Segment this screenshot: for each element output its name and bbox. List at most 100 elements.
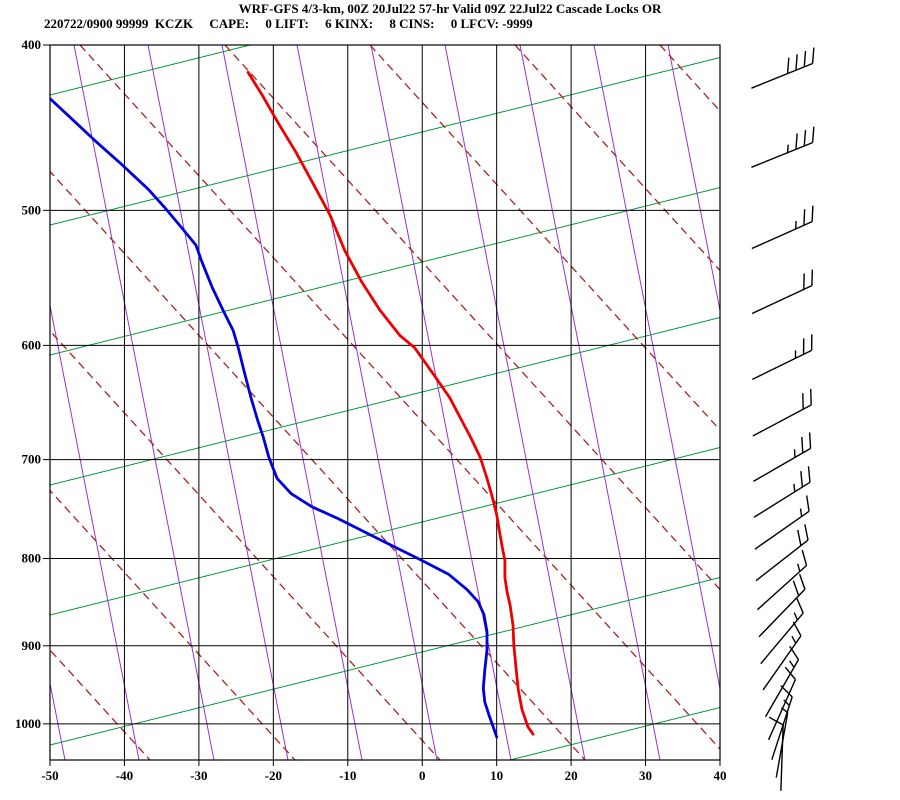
wind-barb-half-tick xyxy=(797,563,801,572)
wind-barb-full-tick xyxy=(795,54,798,71)
pressure-tick-label: 1000 xyxy=(15,716,41,731)
wind-barb-full-tick xyxy=(786,57,790,74)
wind-barb-full-tick xyxy=(792,621,802,637)
pressure-tick-label: 500 xyxy=(22,202,42,217)
purple-reference-line xyxy=(221,45,363,760)
wind-barb-full-tick xyxy=(803,129,807,147)
red-dashed-reference-line xyxy=(369,45,720,431)
wind-barb-full-tick xyxy=(798,573,806,590)
pressure-tick-label: 600 xyxy=(22,337,42,352)
wind-barb-staff xyxy=(755,539,809,582)
temperature-tick-label: 10 xyxy=(490,768,503,783)
wind-barb-full-tick xyxy=(803,209,806,226)
green-reference-line xyxy=(50,447,720,616)
wind-barb xyxy=(752,388,812,437)
red-dashed-reference-line xyxy=(659,45,720,112)
pressure-tick-label: 400 xyxy=(22,37,42,52)
wind-barb-staff xyxy=(760,612,804,665)
temperature-tick-label: -30 xyxy=(190,768,207,783)
purple-reference-line xyxy=(50,302,140,760)
green-reference-line xyxy=(50,577,720,746)
stability-params-line: 220722/0900 99999 KCZK CAPE: 0 LIFT: 6 K… xyxy=(44,16,533,31)
wind-barb xyxy=(764,645,800,718)
wind-barb xyxy=(753,466,811,518)
purple-reference-line xyxy=(296,45,438,760)
wind-barb xyxy=(755,524,809,582)
wind-barb-staff xyxy=(754,510,810,550)
sounding-traces xyxy=(50,70,535,739)
wind-barb-half-tick xyxy=(783,699,790,706)
wind-barb-full-tick xyxy=(800,471,804,488)
wind-barb-full-tick xyxy=(784,666,796,680)
purple-reference-line xyxy=(667,45,720,314)
purple-reference-line xyxy=(147,45,289,760)
wind-barb-full-tick xyxy=(780,685,793,698)
wind-barb-staff xyxy=(753,447,811,482)
red-dashed-reference-line xyxy=(50,330,441,760)
wind-barb-half-tick xyxy=(793,612,799,621)
wind-barb-full-tick xyxy=(795,133,798,150)
red-dashed-reference-line xyxy=(79,45,720,750)
wind-barb-staff xyxy=(758,588,806,638)
wind-barb-staff xyxy=(751,284,813,315)
wind-barb-full-tick xyxy=(807,466,811,483)
pressure-tick-label: 700 xyxy=(22,452,42,467)
wind-barb-full-tick xyxy=(803,50,807,67)
purple-reference-line xyxy=(73,45,215,760)
green-reference-line xyxy=(507,707,720,760)
green-reference-line xyxy=(50,57,720,226)
green-reference-line xyxy=(50,45,253,96)
wind-barb-staff xyxy=(751,62,813,89)
wind-barb-full-tick xyxy=(808,432,812,449)
wind-barb xyxy=(771,685,793,760)
pressure-tick-label: 900 xyxy=(22,638,42,653)
dewpoint-trace xyxy=(50,97,499,739)
temperature-tick-label: 30 xyxy=(639,768,652,783)
temperature-trace xyxy=(246,70,535,736)
purple-reference-line xyxy=(370,45,512,760)
wind-barb-staff xyxy=(751,141,813,168)
wind-barb xyxy=(768,716,784,791)
wind-barb xyxy=(751,126,815,168)
wind-barb-staff xyxy=(752,349,812,380)
red-dashed-reference-line xyxy=(50,170,586,760)
wind-barb xyxy=(754,495,810,550)
wind-barb xyxy=(753,432,812,482)
wind-barb-staff xyxy=(751,221,813,250)
wind-barb-half-tick xyxy=(789,660,795,668)
wind-barb-full-tick xyxy=(801,549,808,566)
red-dashed-reference-line xyxy=(50,489,296,760)
wind-barb-full-tick xyxy=(796,598,804,614)
wind-barb-staff xyxy=(762,635,802,691)
temperature-tick-label: -10 xyxy=(339,768,356,783)
temperature-tick-label: 40 xyxy=(714,768,727,783)
wind-barb-staff xyxy=(752,404,812,437)
wind-barb-full-tick xyxy=(811,205,814,222)
purple-reference-line xyxy=(519,45,661,760)
wind-barb-staff xyxy=(757,564,807,611)
wind-barb-half-tick xyxy=(791,635,797,644)
wind-barb xyxy=(767,666,797,741)
wind-barb-full-tick xyxy=(811,47,815,64)
wind-barb-half-tick xyxy=(793,483,796,492)
wind-barb xyxy=(757,549,808,611)
wind-barb-full-tick xyxy=(797,529,802,546)
red-dashed-reference-line xyxy=(514,45,720,272)
wind-barb xyxy=(751,269,814,315)
wind-barb-half-tick xyxy=(799,508,803,517)
wind-barb-column xyxy=(751,47,815,791)
pressure-tick-label: 800 xyxy=(22,551,42,566)
temperature-tick-label: 20 xyxy=(565,768,578,783)
wind-barb xyxy=(758,573,806,638)
purple-reference-line xyxy=(444,45,586,760)
wind-barb-full-tick xyxy=(801,436,804,453)
temperature-tick-label: 0 xyxy=(419,768,426,783)
wind-barb-full-tick xyxy=(804,524,809,541)
temperature-tick-label: -40 xyxy=(116,768,133,783)
temperature-tick-label: -20 xyxy=(265,768,282,783)
temperature-tick-label: -50 xyxy=(41,768,58,783)
red-dashed-reference-line xyxy=(224,45,720,591)
green-reference-line xyxy=(50,187,720,356)
